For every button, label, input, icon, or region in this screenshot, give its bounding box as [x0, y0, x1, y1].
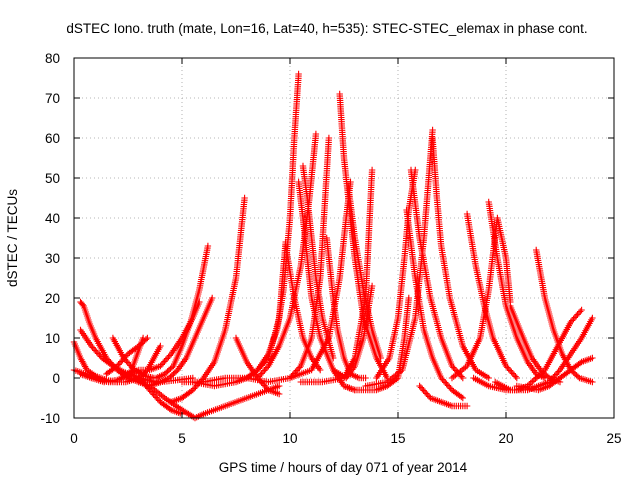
data-series: [70, 70, 596, 422]
series-pass-11: [152, 242, 212, 382]
series-pass-31: [362, 126, 436, 390]
y-tick-label: 20: [45, 291, 60, 306]
series-pass-9: [135, 374, 186, 418]
y-tick-label: 60: [45, 131, 60, 146]
series-pass-14: [189, 70, 302, 390]
y-tick-label: -10: [40, 411, 60, 426]
series-pass-35: [448, 214, 514, 382]
series-pass-38: [533, 246, 596, 386]
series-pass-34: [463, 210, 520, 382]
series-pass-15: [178, 238, 289, 386]
y-tick-label: 0: [52, 371, 60, 386]
x-axis-label: GPS time / hours of day 071 of year 2014: [219, 460, 468, 475]
series-pass-12: [168, 194, 248, 406]
x-tick-label: 10: [282, 431, 297, 446]
x-tick-label: 25: [606, 431, 621, 446]
series-pass-10: [146, 382, 283, 422]
y-tick-label: 30: [45, 251, 60, 266]
series-pass-36: [485, 198, 549, 382]
series-pass-27: [340, 294, 412, 394]
y-tick-label: 80: [45, 51, 60, 66]
y-axis-label: dSTEC / TECUs: [5, 189, 20, 287]
axis-ticks: 0 5 10 15 20 25 -10 0 10 20 30 40 50 60 70 80: [40, 51, 621, 446]
x-tick-label: 5: [178, 431, 186, 446]
series-pass-6: [103, 334, 151, 378]
y-tick-label: 50: [45, 171, 60, 186]
y-tick-label: 10: [45, 331, 60, 346]
y-tick-label: 40: [45, 211, 60, 226]
x-tick-label: 0: [70, 431, 78, 446]
series-pass-40: [492, 314, 596, 394]
series-pass-25: [345, 182, 384, 362]
y-tick-label: 70: [45, 91, 60, 106]
chart-title: dSTEC Iono. truth (mate, Lon=16, Lat=40,…: [66, 21, 587, 36]
series-pass-41: [513, 354, 596, 394]
series-pass-33: [416, 382, 471, 410]
series-pass-30: [403, 206, 466, 402]
x-tick-label: 20: [498, 431, 513, 446]
x-tick-label: 15: [390, 431, 405, 446]
grid: [74, 58, 614, 418]
series-pass-26: [330, 282, 376, 382]
series-pass-20: [243, 134, 333, 386]
plot-frame: [73, 57, 615, 419]
